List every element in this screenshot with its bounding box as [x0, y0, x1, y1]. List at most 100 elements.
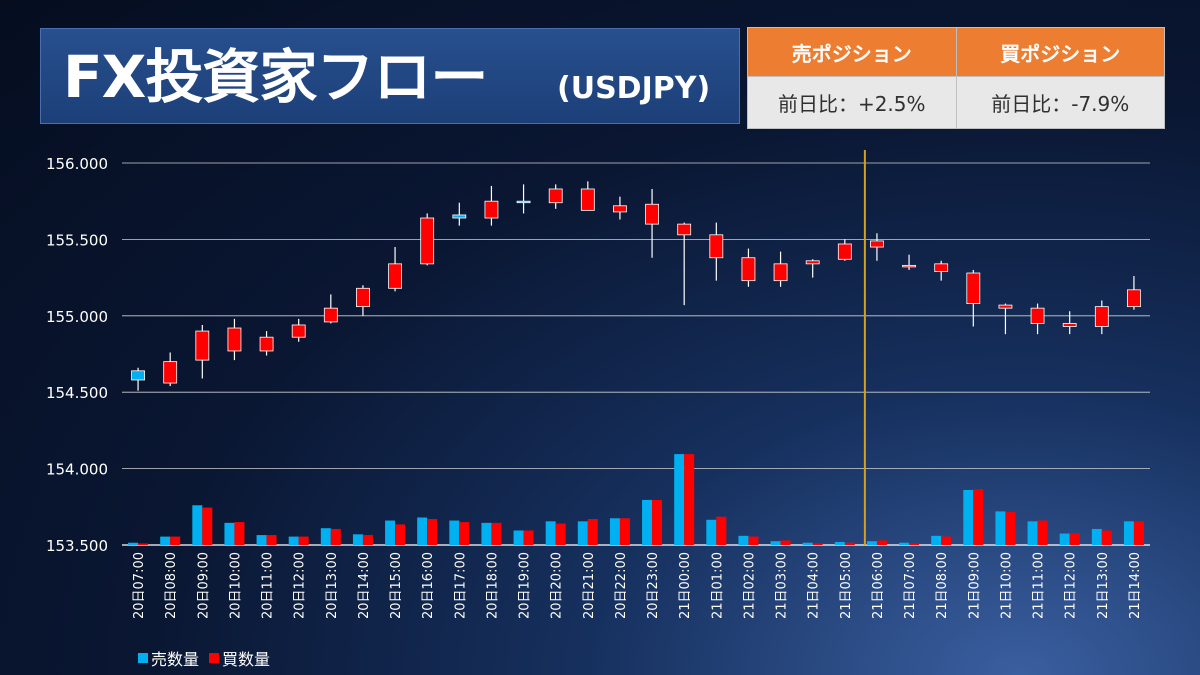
sell-volume-bar — [963, 489, 974, 545]
buy-volume-bar — [427, 519, 438, 545]
candle — [837, 239, 852, 261]
x-tick-label: 20日15:00 — [389, 552, 404, 619]
sell-volume-bar — [1027, 521, 1038, 545]
candle-body — [227, 327, 242, 352]
buy-volume-bar — [748, 536, 759, 545]
x-tick-label: 20日10:00 — [228, 552, 243, 619]
candle — [548, 184, 563, 209]
x-tick-label: 21日03:00 — [775, 552, 790, 619]
x-tick-label: 20日17:00 — [453, 552, 468, 619]
candle — [966, 269, 981, 327]
candle-body — [805, 260, 820, 265]
candle-body — [902, 264, 916, 268]
buy-volume-bar — [330, 528, 341, 545]
candle — [998, 303, 1013, 335]
buy-volume-bar — [1101, 530, 1112, 545]
sell-volume-bar — [1123, 521, 1134, 545]
candle — [1030, 303, 1045, 335]
x-tick-label: 20日13:00 — [325, 552, 340, 619]
y-tick-label: 155.500 — [46, 231, 108, 249]
candle — [677, 222, 692, 306]
x-tick-label: 20日20:00 — [550, 552, 565, 619]
buy-volume-bar — [138, 543, 149, 545]
title-banner: FX投資家フロー (USDJPY) — [40, 28, 740, 124]
candle-body — [163, 361, 178, 384]
page-title: FX投資家フロー — [63, 43, 488, 111]
candle-body — [388, 263, 402, 289]
sell-volume-bar — [1091, 528, 1102, 545]
candle-body — [773, 263, 788, 282]
candle — [420, 213, 435, 266]
sell-volume-bar — [545, 521, 556, 545]
buy-volume-bar — [234, 522, 245, 545]
sell-volume-bar — [417, 517, 428, 545]
x-tick-label: 21日04:00 — [807, 552, 822, 619]
legend-buy-swatch — [209, 653, 220, 663]
x-tick-label: 20日14:00 — [357, 552, 372, 619]
candle-body — [645, 203, 659, 225]
candle-body — [195, 330, 210, 361]
x-tick-label: 21日01:00 — [710, 552, 725, 619]
candle — [484, 185, 499, 226]
candle-body — [741, 257, 756, 282]
sell-volume-bar — [609, 518, 620, 545]
buy-volume-bar — [491, 522, 502, 545]
x-tick-label: 21日06:00 — [871, 552, 886, 619]
candle-body — [452, 214, 467, 219]
x-tick-label: 21日08:00 — [935, 552, 950, 619]
x-tick-label: 20日12:00 — [293, 552, 308, 619]
sell-volume-bar — [674, 454, 685, 545]
legend-sell-swatch — [138, 653, 148, 663]
volume-bars — [128, 454, 1144, 545]
x-tick-label: 21日07:00 — [903, 552, 918, 619]
x-tick-label: 20日22:00 — [614, 552, 629, 619]
buy-position-change: 前日比：-7.9% — [955, 76, 1165, 129]
candle — [613, 196, 627, 220]
y-axis-ticks: 153.500 154.000 154.500 155.000 155.500 156.0… — [46, 155, 108, 555]
candle — [163, 352, 178, 387]
candle — [323, 294, 338, 324]
candle — [1094, 300, 1109, 335]
buy-volume-bar — [1069, 533, 1080, 545]
x-tick-label: 21日02:00 — [742, 552, 757, 619]
candle — [709, 222, 724, 281]
page-subtitle: (USDJPY) — [557, 71, 711, 106]
legend-buy: 買数量 — [209, 646, 270, 670]
candle — [773, 251, 788, 287]
buy-volume-bar — [1133, 521, 1144, 545]
x-tick-label: 20日07:00 — [132, 552, 147, 619]
sell-volume-bar — [128, 542, 139, 545]
candle-body — [677, 223, 692, 236]
sell-volume-bar — [192, 505, 203, 545]
candle-body — [1062, 323, 1077, 327]
position-table: 売ポジション 買ポジション 前日比：+2.5% 前日比：-7.9% — [747, 27, 1165, 129]
x-tick-label: 21日00:00 — [678, 552, 693, 619]
buy-volume-bar — [973, 489, 984, 545]
buy-volume-bar — [684, 454, 695, 545]
buy-volume-bar — [395, 524, 406, 545]
sell-volume-bar — [352, 534, 363, 545]
buy-volume-bar — [716, 516, 727, 545]
sell-volume-bar — [706, 519, 717, 545]
x-tick-label: 20日19:00 — [518, 552, 533, 619]
sell-volume-bar — [802, 542, 813, 545]
sell-volume-bar — [834, 541, 845, 545]
buy-volume-bar — [587, 519, 598, 545]
candle — [902, 254, 916, 270]
buy-volume-bar — [1037, 520, 1048, 545]
candle-body — [548, 188, 563, 204]
candle-body — [580, 188, 595, 211]
candle-body — [1030, 307, 1045, 324]
sell-volume-bar — [224, 522, 235, 545]
candle-body — [613, 205, 627, 213]
buy-volume-bar — [876, 540, 887, 545]
x-tick-label: 21日12:00 — [1064, 552, 1079, 619]
buy-volume-bar — [652, 499, 663, 545]
buy-volume-bar — [909, 543, 920, 545]
x-tick-label: 20日09:00 — [196, 552, 211, 619]
buy-volume-bar — [1005, 512, 1016, 545]
candle — [1127, 276, 1141, 310]
candle-body — [356, 287, 370, 308]
sell-volume-bar — [899, 542, 910, 545]
candle — [870, 233, 884, 261]
